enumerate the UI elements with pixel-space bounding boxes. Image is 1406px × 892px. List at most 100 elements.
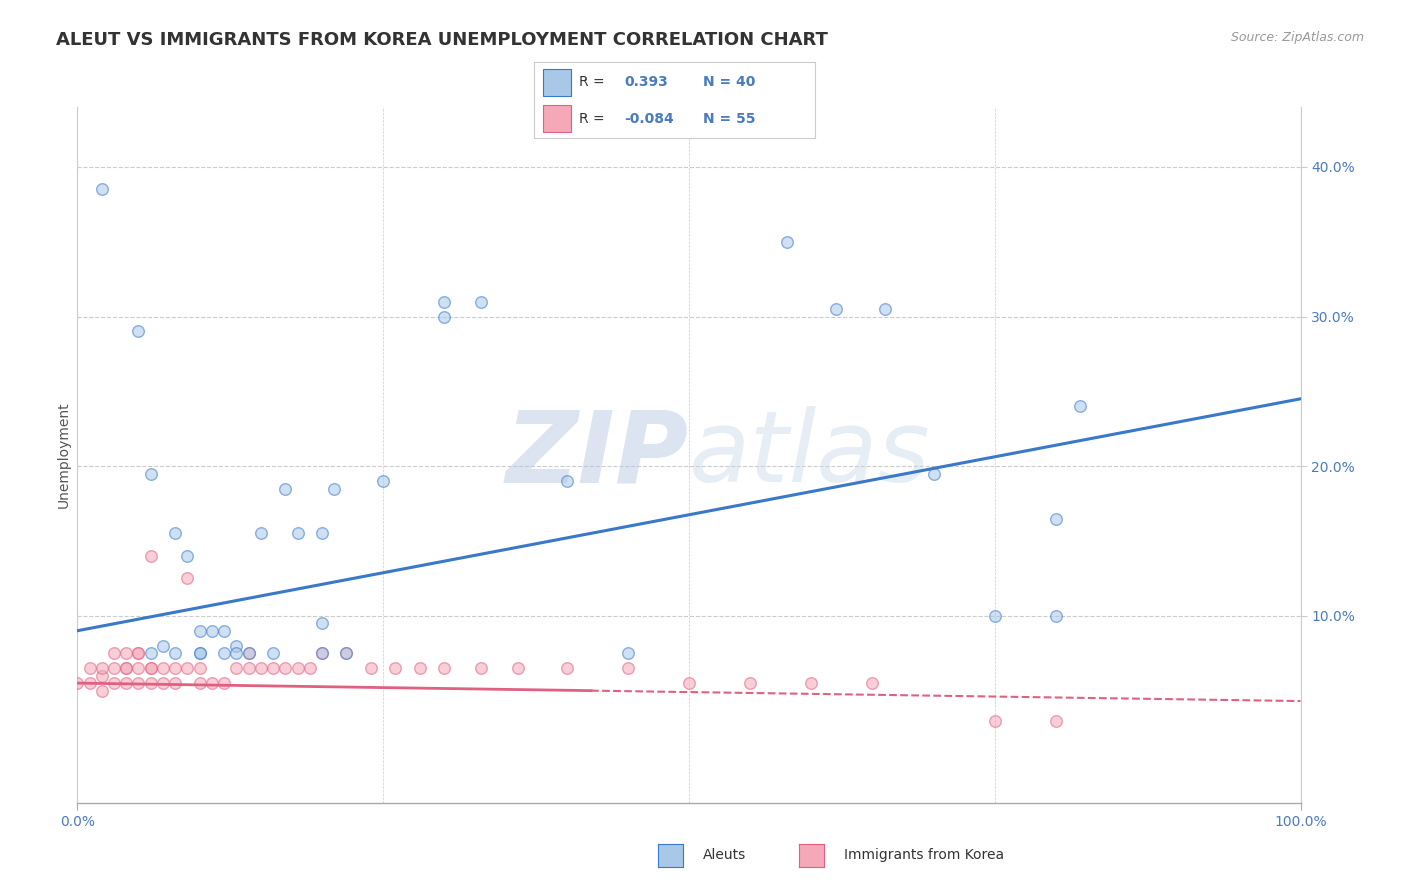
- Point: [127, 676, 149, 690]
- Point: [262, 661, 284, 675]
- Text: Source: ZipAtlas.com: Source: ZipAtlas.com: [1230, 31, 1364, 45]
- Point: [617, 661, 640, 675]
- Point: [66, 676, 89, 690]
- Point: [176, 661, 198, 675]
- Point: [139, 676, 162, 690]
- Point: [311, 526, 333, 541]
- Point: [176, 549, 198, 563]
- Point: [238, 661, 260, 675]
- Text: 0.393: 0.393: [624, 75, 668, 89]
- Point: [188, 624, 211, 638]
- Point: [740, 676, 762, 690]
- Point: [212, 624, 235, 638]
- Point: [274, 482, 297, 496]
- Point: [371, 474, 394, 488]
- Point: [862, 676, 884, 690]
- Point: [360, 661, 382, 675]
- Point: [800, 676, 823, 690]
- Point: [262, 646, 284, 660]
- Point: [824, 301, 846, 316]
- Bar: [543, 69, 571, 95]
- Point: [311, 616, 333, 631]
- Point: [335, 646, 357, 660]
- Point: [90, 182, 112, 196]
- Point: [433, 310, 456, 324]
- Point: [225, 646, 247, 660]
- Point: [90, 661, 112, 675]
- Point: [188, 676, 211, 690]
- Text: N = 55: N = 55: [703, 112, 755, 126]
- Text: atlas: atlas: [689, 407, 931, 503]
- Point: [409, 661, 432, 675]
- Point: [212, 646, 235, 660]
- Point: [384, 661, 406, 675]
- Point: [1045, 714, 1067, 728]
- Point: [165, 676, 187, 690]
- Point: [127, 661, 149, 675]
- Text: -0.084: -0.084: [624, 112, 673, 126]
- Point: [212, 676, 235, 690]
- Point: [115, 646, 138, 660]
- Point: [287, 661, 309, 675]
- Point: [433, 294, 456, 309]
- Point: [555, 661, 578, 675]
- Point: [103, 661, 125, 675]
- Text: R =: R =: [579, 75, 605, 89]
- Point: [115, 661, 138, 675]
- Point: [165, 661, 187, 675]
- Text: ALEUT VS IMMIGRANTS FROM KOREA UNEMPLOYMENT CORRELATION CHART: ALEUT VS IMMIGRANTS FROM KOREA UNEMPLOYM…: [56, 31, 828, 49]
- Point: [79, 676, 101, 690]
- Point: [1045, 511, 1067, 525]
- Point: [188, 646, 211, 660]
- Point: [776, 235, 799, 249]
- Point: [127, 646, 149, 660]
- Y-axis label: Unemployment: Unemployment: [56, 401, 70, 508]
- Point: [90, 683, 112, 698]
- Point: [922, 467, 945, 481]
- Point: [152, 676, 174, 690]
- Point: [555, 474, 578, 488]
- Point: [311, 646, 333, 660]
- Point: [433, 661, 456, 675]
- Text: R =: R =: [579, 112, 605, 126]
- Point: [139, 549, 162, 563]
- Point: [139, 661, 162, 675]
- Point: [250, 526, 273, 541]
- Point: [188, 661, 211, 675]
- Point: [188, 646, 211, 660]
- Point: [274, 661, 297, 675]
- Point: [201, 676, 224, 690]
- Bar: [543, 105, 571, 132]
- Point: [152, 661, 174, 675]
- Text: N = 40: N = 40: [703, 75, 755, 89]
- Text: Aleuts: Aleuts: [703, 847, 747, 862]
- Point: [103, 676, 125, 690]
- Point: [201, 624, 224, 638]
- Point: [225, 639, 247, 653]
- Point: [176, 571, 198, 585]
- Point: [311, 646, 333, 660]
- Point: [470, 294, 492, 309]
- Point: [323, 482, 346, 496]
- Point: [225, 661, 247, 675]
- Point: [165, 526, 187, 541]
- Text: ZIP: ZIP: [506, 407, 689, 503]
- Point: [506, 661, 529, 675]
- Point: [984, 714, 1007, 728]
- Point: [678, 676, 700, 690]
- Point: [335, 646, 357, 660]
- Point: [139, 467, 162, 481]
- Point: [250, 661, 273, 675]
- Point: [238, 646, 260, 660]
- Point: [470, 661, 492, 675]
- Point: [984, 608, 1007, 623]
- Point: [79, 661, 101, 675]
- Point: [152, 639, 174, 653]
- Point: [238, 646, 260, 660]
- Point: [873, 301, 896, 316]
- Point: [139, 661, 162, 675]
- Point: [90, 668, 112, 682]
- Point: [1069, 399, 1091, 413]
- Point: [287, 526, 309, 541]
- Point: [115, 661, 138, 675]
